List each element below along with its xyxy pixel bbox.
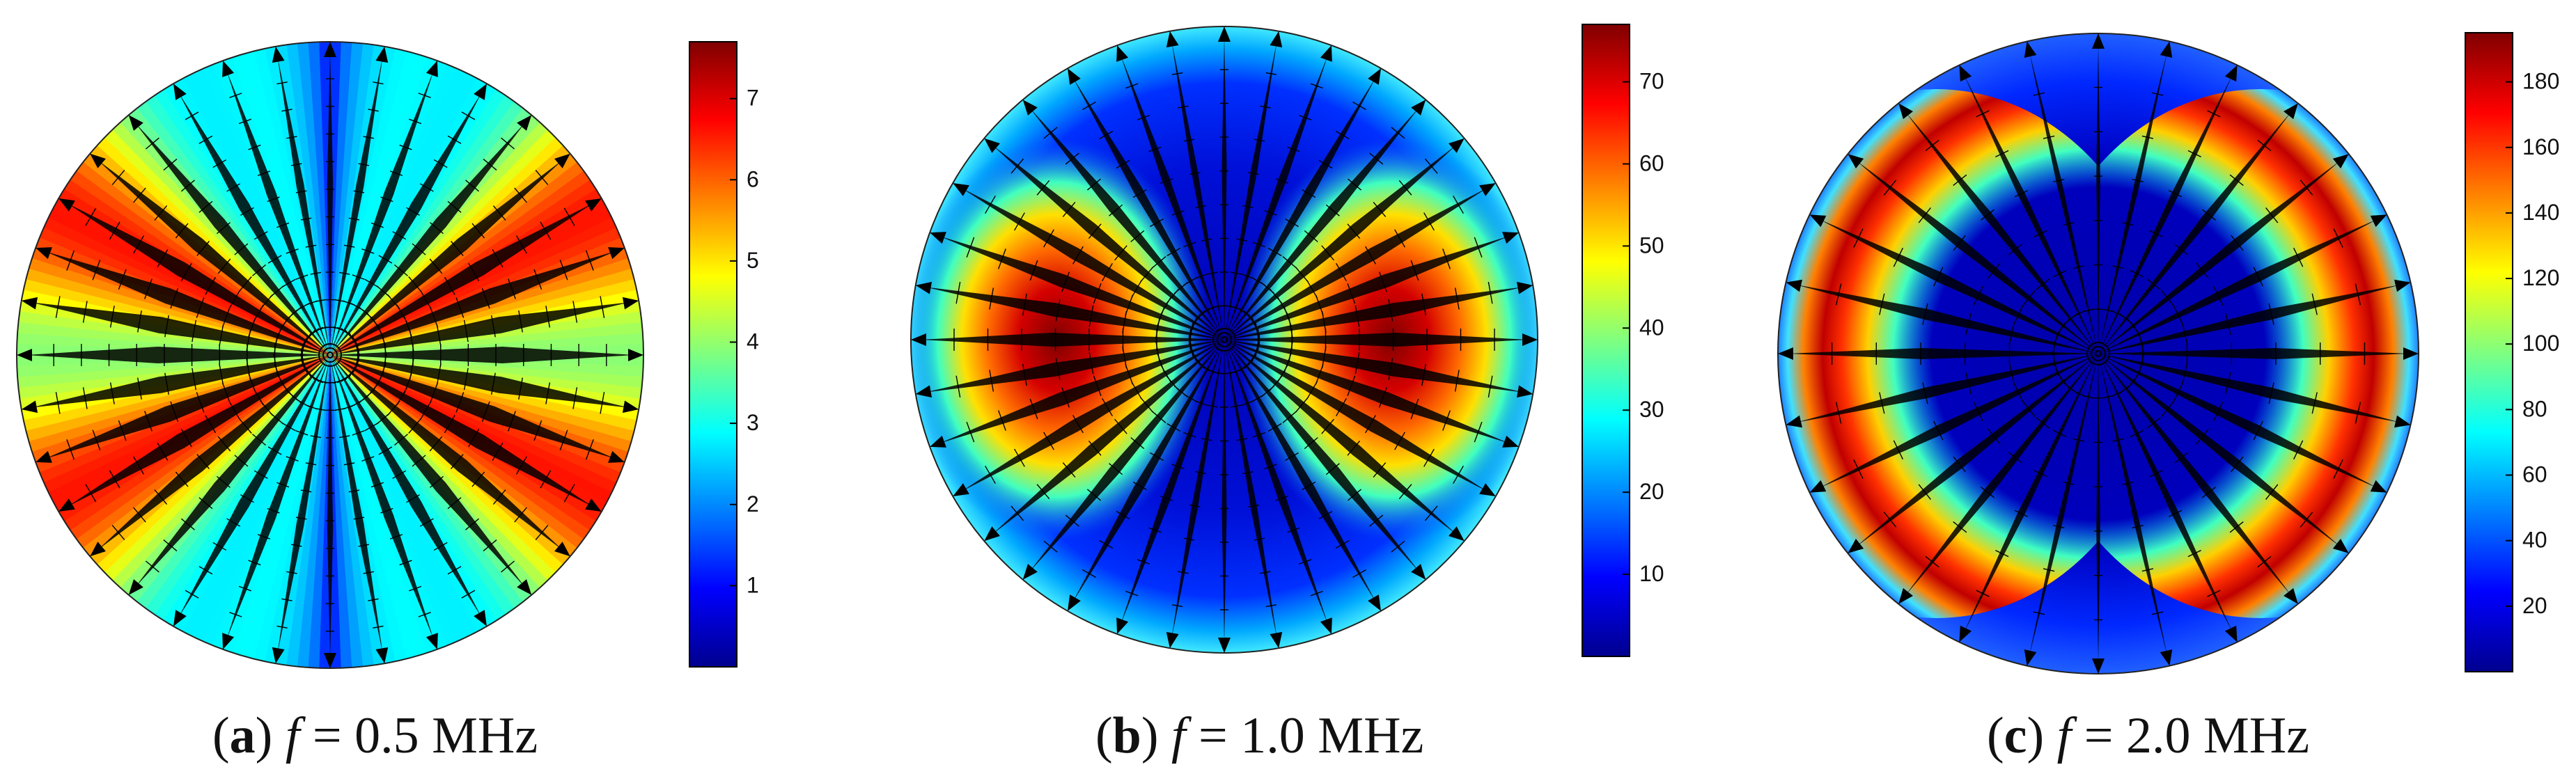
colorbar-tick-label: 70 xyxy=(1639,69,1664,94)
colorbar-tick-label: 50 xyxy=(1639,232,1664,258)
colorbar-tick-label: 160 xyxy=(2522,134,2559,159)
caption-c-var: f xyxy=(2056,707,2072,764)
colorbar-tick-label: 40 xyxy=(1639,315,1664,340)
colorbar-tick-label: 4 xyxy=(747,329,759,354)
vector-arrows-a xyxy=(17,42,643,668)
colorbar-tick-label: 80 xyxy=(2522,396,2547,421)
colorbar-tick-label: 20 xyxy=(2522,593,2547,618)
colorbar-tick-label: 120 xyxy=(2522,265,2559,290)
colorbar-tick-label: 180 xyxy=(2522,69,2559,94)
caption-b-label: b xyxy=(1112,707,1141,764)
colorbar-tick-label: 3 xyxy=(747,410,759,435)
colorbar-tick-label: 20 xyxy=(1639,479,1664,504)
colorbar-b: 10 20 30 40 50 60 70 xyxy=(1582,24,1664,657)
caption-a-text: = 0.5 MHz xyxy=(299,707,538,764)
panel-a: 1 2 3 4 5 6 7 xyxy=(16,41,759,669)
panel-c: 20 40 60 80 100 120 140 160 180 xyxy=(1777,32,2559,674)
vector-arrows-c xyxy=(1778,33,2419,674)
caption-a-label: a xyxy=(229,707,256,764)
caption-b-text: = 1.0 MHz xyxy=(1185,707,1424,764)
caption-c-label: c xyxy=(2004,707,2027,764)
panel-b: 10 20 30 40 50 60 70 xyxy=(910,24,1664,657)
colorbar-tick-label: 60 xyxy=(1639,150,1664,175)
colorbar-c: 20 40 60 80 100 120 140 160 180 xyxy=(2465,32,2559,672)
colorbar-tick-label: 6 xyxy=(747,166,759,191)
caption-a: (a) f = 0.5 MHz xyxy=(212,707,538,764)
caption-c-text: = 2.0 MHz xyxy=(2071,707,2310,764)
caption-a-var: f xyxy=(285,707,300,764)
colorbar-tick-label: 1 xyxy=(747,572,759,597)
colorbar-tick-label: 30 xyxy=(1639,397,1664,422)
caption-b-var: f xyxy=(1171,707,1186,764)
caption-b: (b) f = 1.0 MHz xyxy=(1095,707,1424,764)
colorbar-tick-label: 5 xyxy=(747,248,759,273)
colorbar-tick-label: 60 xyxy=(2522,462,2547,487)
colorbar-tick-label: 100 xyxy=(2522,331,2559,356)
vector-arrows-b xyxy=(911,26,1538,653)
colorbar-a: 1 2 3 4 5 6 7 xyxy=(689,41,759,668)
colorbar-tick-label: 140 xyxy=(2522,200,2559,225)
colorbar-tick-label: 40 xyxy=(2522,528,2547,553)
caption-c: (c) f = 2.0 MHz xyxy=(1987,707,2310,764)
colorbar-tick-label: 10 xyxy=(1639,561,1664,586)
colorbar-tick-label: 7 xyxy=(747,86,759,111)
colorbar-tick-label: 2 xyxy=(747,491,759,516)
